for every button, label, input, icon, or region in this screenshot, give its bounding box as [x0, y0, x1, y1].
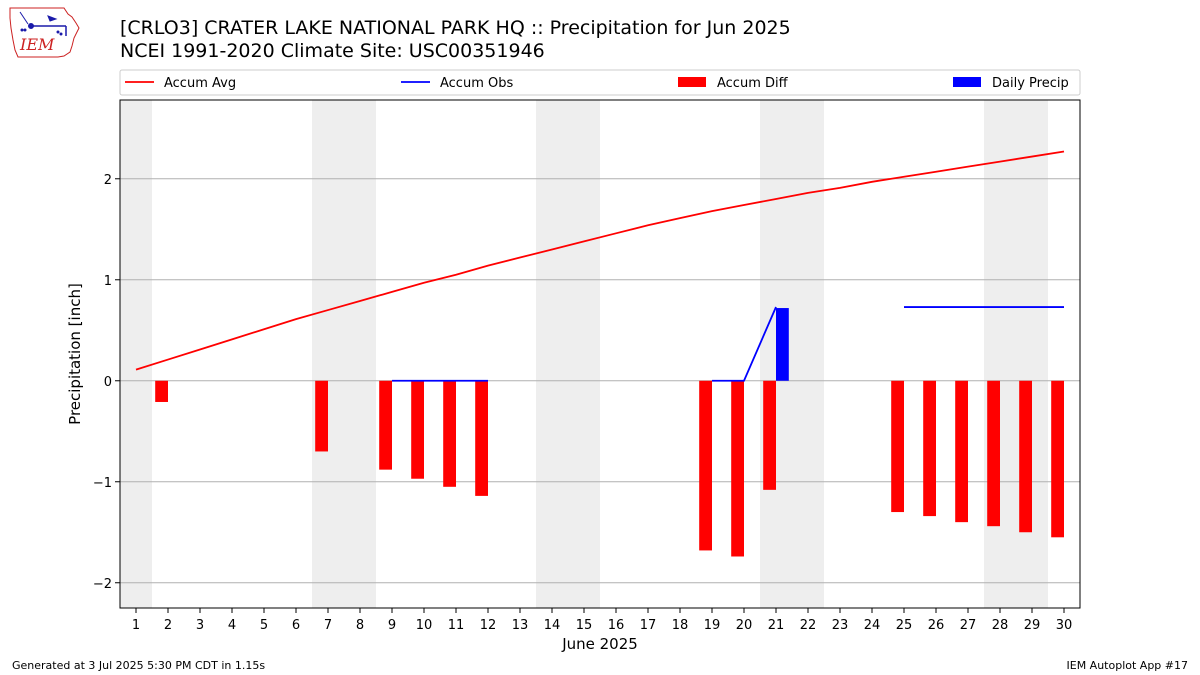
- plot-frame: [119, 99, 1081, 609]
- legend: Accum Avg Accum Obs Accum Diff Daily Precip: [119, 69, 1081, 96]
- y-axis-label: Precipitation [inch]: [66, 283, 84, 425]
- accum-diff-bar: [379, 380, 392, 470]
- legend-label: Accum Diff: [717, 76, 789, 91]
- legend-label: Daily Precip: [992, 76, 1069, 91]
- accum-obs-line: [712, 306, 777, 382]
- accum-avg-line: [135, 150, 1065, 371]
- y-axis: 2 1 0 −1 −2: [93, 173, 120, 592]
- x-tick-label: 4: [228, 618, 236, 633]
- x-tick-label: 11: [448, 618, 465, 633]
- weekend-band: [312, 100, 376, 608]
- accum-diff-bar: [987, 380, 1000, 527]
- accum-diff-bar: [1051, 380, 1064, 538]
- legend-label: Accum Obs: [440, 76, 513, 91]
- y-tick-label: −2: [93, 577, 112, 592]
- x-tick-label: 19: [704, 618, 721, 633]
- x-tick-label: 13: [512, 618, 529, 633]
- legend-label: Accum Avg: [164, 76, 236, 91]
- series-lines: [135, 150, 1065, 382]
- accum-diff-bar: [475, 380, 488, 496]
- legend-box: [119, 69, 1081, 96]
- x-axis-label: June 2025: [561, 635, 638, 653]
- x-tick-label: 27: [960, 618, 977, 633]
- iowa-outline-icon: [9, 7, 80, 58]
- accum-diff-bar: [411, 380, 424, 479]
- x-tick-label: 3: [196, 618, 204, 633]
- legend-swatch: [953, 77, 981, 87]
- x-tick-label: 2: [164, 618, 172, 633]
- weekend-bands: [120, 100, 1048, 608]
- x-tick-label: 12: [480, 618, 497, 633]
- x-tick-label: 8: [356, 618, 364, 633]
- x-tick-label: 25: [896, 618, 913, 633]
- weekend-band: [120, 100, 152, 608]
- app-credit: IEM Autoplot App #17: [1066, 659, 1189, 672]
- weekend-band: [984, 100, 1048, 608]
- x-tick-label: 26: [928, 618, 945, 633]
- x-tick-label: 6: [292, 618, 300, 633]
- x-tick-label: 22: [800, 618, 817, 633]
- y-tick-label: −1: [93, 476, 112, 491]
- x-tick-label: 9: [388, 618, 396, 633]
- x-tick-label: 21: [768, 618, 785, 633]
- accum-diff-bar: [155, 380, 168, 402]
- logo-text: IEM: [19, 35, 55, 54]
- chart-title: [CRLO3] CRATER LAKE NATIONAL PARK HQ :: …: [120, 17, 791, 39]
- y-tick-label: 0: [104, 375, 112, 390]
- y-tick-label: 1: [104, 274, 112, 289]
- accum-diff-bar: [443, 380, 456, 487]
- x-tick-label: 20: [736, 618, 753, 633]
- weekend-band: [536, 100, 600, 608]
- weekend-band: [760, 100, 824, 608]
- chart-subtitle: NCEI 1991-2020 Climate Site: USC00351946: [120, 40, 545, 62]
- x-tick-label: 15: [576, 618, 593, 633]
- legend-swatch: [678, 77, 706, 87]
- accum-diff-bar: [763, 380, 776, 490]
- x-tick-label: 28: [992, 618, 1009, 633]
- accum-diff-bar: [699, 380, 712, 551]
- x-tick-label: 7: [324, 618, 332, 633]
- x-tick-label: 16: [608, 618, 625, 633]
- y-tick-label: 2: [104, 173, 112, 188]
- x-tick-label: 18: [672, 618, 689, 633]
- x-tick-label: 24: [864, 618, 881, 633]
- accum-diff-bar: [1019, 380, 1032, 533]
- x-tick-label: 29: [1024, 618, 1041, 633]
- x-axis: 1 2 3 4 5 6 7 8 9 10 11 12 13 14 15 16 17 18 19 20 21 22 23 24 2…: [132, 608, 1072, 633]
- accum-diff-bar: [923, 380, 936, 517]
- accum-diff-bar: [955, 380, 968, 523]
- accum-diff-bar: [731, 380, 744, 557]
- x-tick-label: 30: [1056, 618, 1073, 633]
- x-tick-label: 14: [544, 618, 561, 633]
- x-tick-label: 5: [260, 618, 268, 633]
- daily-precip-bar: [776, 308, 789, 381]
- accum-diff-bar: [891, 380, 904, 513]
- grid-lines: [120, 178, 1080, 584]
- iem-logo: IEM: [9, 7, 80, 58]
- x-tick-label: 23: [832, 618, 849, 633]
- weather-icon: [19, 11, 67, 36]
- x-tick-label: 17: [640, 618, 657, 633]
- x-tick-label: 1: [132, 618, 140, 633]
- accum-diff-bar: [315, 380, 328, 452]
- accum-diff-bars: [155, 380, 1064, 557]
- daily-precip-bars: [776, 308, 789, 381]
- generated-timestamp: Generated at 3 Jul 2025 5:30 PM CDT in 1…: [12, 659, 266, 672]
- x-tick-label: 10: [416, 618, 433, 633]
